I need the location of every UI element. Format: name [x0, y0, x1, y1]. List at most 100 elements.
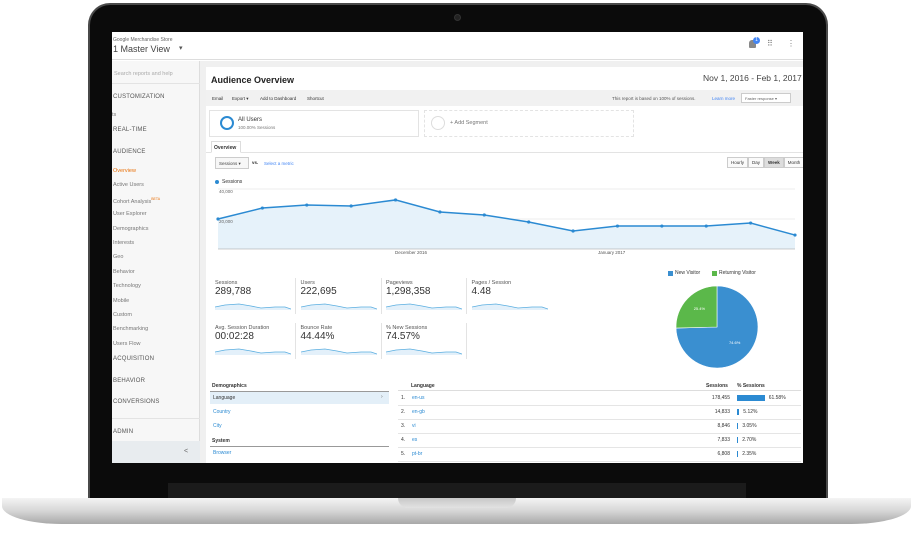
sidebar-item[interactable]: User Explorer [113, 211, 147, 217]
laptop-hinge [168, 483, 746, 499]
search-input[interactable]: Search reports and help [114, 71, 173, 77]
email-button[interactable]: Email [212, 96, 224, 101]
add-segment-button[interactable] [424, 110, 634, 137]
row-language-link[interactable]: vi [412, 423, 416, 429]
metric-select[interactable]: Sessions ▾ [215, 157, 249, 169]
metric-value: 4.48 [471, 286, 491, 297]
metric-card[interactable]: Sessions 289,788 [214, 280, 295, 315]
apps-grid-icon[interactable]: ⠿ [767, 39, 773, 48]
sidebar-item[interactable]: Technology [113, 283, 141, 289]
sidebar-admin[interactable]: ADMIN [113, 429, 134, 435]
demographics-language[interactable]: Language [213, 395, 236, 401]
pie-slice [675, 285, 718, 329]
row-language-link[interactable]: en-gb [412, 409, 425, 415]
response-select[interactable]: Faster response ▾ [741, 93, 791, 103]
legend-dot-icon [215, 180, 219, 184]
metric-sparkline [300, 303, 377, 310]
sidebar-item[interactable]: Active Users [113, 182, 144, 188]
sidebar-item[interactable]: Users Flow [113, 341, 141, 347]
bell-icon[interactable] [749, 40, 756, 48]
table-row: 3. vi 8,846 3.05% [398, 420, 801, 434]
sidebar-item[interactable]: Cohort AnalysisBETA [113, 197, 160, 205]
sessions-point [438, 210, 442, 214]
language-header: Language [411, 383, 435, 389]
system-title: System [212, 438, 230, 444]
sidebar-item[interactable]: Custom [113, 312, 132, 318]
row-language-link[interactable]: es [412, 437, 418, 443]
shortcut-button[interactable]: Shortcut [307, 96, 324, 101]
sidebar-item[interactable]: Demographics [113, 226, 148, 232]
sessions-point [393, 198, 398, 202]
add-segment-label: + Add Segment [450, 120, 488, 126]
row-pct: 5.12% [743, 409, 758, 415]
sidebar-item[interactable]: Benchmarking [113, 326, 148, 332]
row-pct-bar [737, 451, 739, 457]
sidebar-item-label: Technology [113, 283, 141, 290]
sidebar-item[interactable]: Overview [113, 168, 136, 174]
main-content: Audience Overview Nov 1, 2016 - Feb 1, 2… [200, 61, 803, 463]
collapse-sidebar-icon[interactable]: < [184, 448, 189, 455]
table-row: 2. en-gb 14,833 5.12% [398, 406, 801, 420]
segment-circle-icon [220, 116, 234, 130]
more-vert-icon[interactable]: ⋮ [787, 39, 795, 48]
pie-label: 74.6% [729, 340, 741, 345]
learn-more-link[interactable]: Learn more [712, 96, 736, 101]
metric-card[interactable]: Bounce Rate 44.44% [300, 325, 381, 360]
sidebar-item[interactable]: Interests [113, 240, 134, 246]
screen: Google Merchandise Store 1 Master View ▾… [112, 32, 803, 463]
xtick-label: January 2017 [598, 250, 626, 255]
sessions-line [217, 199, 796, 236]
chevron-down-icon[interactable]: ▾ [179, 45, 183, 52]
tab-overview[interactable]: Overview [211, 141, 241, 153]
row-language-link[interactable]: pt-br [412, 451, 423, 457]
page-title: Audience Overview [211, 75, 295, 85]
select-metric-link[interactable]: Select a metric [264, 161, 294, 166]
sidebar-item[interactable]: Behavior [113, 269, 135, 275]
sessions-header: Sessions [706, 383, 728, 389]
metric-card[interactable]: Pages / Session 4.48 [471, 280, 552, 315]
export-button[interactable]: Export ▾ [232, 96, 249, 101]
granularity-week-button[interactable]: Week [764, 157, 784, 168]
sidebar-partial[interactable]: ts [112, 112, 117, 118]
granularity-hourly-button[interactable]: Hourly [727, 157, 749, 168]
metric-card[interactable]: Avg. Session Duration 00:02:28 [214, 325, 295, 360]
ytick-label: 20,000 [219, 219, 233, 224]
sidebar-item-label: Behavior [113, 268, 135, 275]
view-selector[interactable]: 1 Master View [113, 44, 170, 54]
vs-label: vs. [252, 160, 259, 165]
sampling-note: This report is based on 100% of sessions… [612, 96, 696, 101]
sidebar-audience[interactable]: AUDIENCE [113, 149, 146, 155]
row-language-link[interactable]: en-us [412, 395, 425, 401]
metric-card[interactable]: Pageviews 1,298,358 [385, 280, 466, 315]
metric-sparkline [214, 303, 292, 310]
sidebar-item[interactable]: Geo [113, 254, 123, 260]
system-browser[interactable]: Browser [213, 450, 232, 456]
pie-slice [675, 285, 759, 369]
granularity-month-button[interactable]: Month [783, 157, 803, 168]
add-to-dashboard-button[interactable]: Add to Dashboard [260, 96, 297, 101]
sessions-point [749, 221, 753, 225]
sidebar-customization[interactable]: CUSTOMIZATION [113, 94, 165, 100]
metric-value: 289,788 [215, 286, 252, 297]
sidebar-item-label: Benchmarking [113, 326, 149, 333]
sidebar-item-label: Custom [113, 312, 132, 318]
row-rank: 4. [401, 437, 406, 443]
sidebar-realtime[interactable]: REAL-TIME [113, 127, 147, 133]
metric-label: Bounce Rate [300, 325, 333, 331]
metric-label: Pages / Session [471, 280, 512, 286]
demographics-country[interactable]: Country [213, 409, 231, 415]
date-range-picker[interactable]: Nov 1, 2016 - Feb 1, 2017 [703, 73, 802, 83]
sidebar-acquisition[interactable]: ACQUISITION [113, 356, 155, 362]
demographics-city[interactable]: City [213, 423, 222, 429]
row-pct-bar [737, 437, 739, 443]
segment-all-users[interactable] [209, 110, 419, 137]
metric-card[interactable]: % New Sessions 74.57% [385, 325, 466, 360]
sidebar-item[interactable]: Mobile [113, 298, 129, 304]
legend-new-visitor: New Visitor [675, 270, 701, 276]
sidebar-conversions[interactable]: CONVERSIONS [113, 399, 160, 405]
metric-card[interactable]: Users 222,695 [300, 280, 381, 315]
sidebar-behavior[interactable]: BEHAVIOR [113, 378, 146, 384]
granularity-day-button[interactable]: Day [748, 157, 765, 168]
camera [454, 14, 461, 21]
laptop-notch [398, 498, 516, 508]
